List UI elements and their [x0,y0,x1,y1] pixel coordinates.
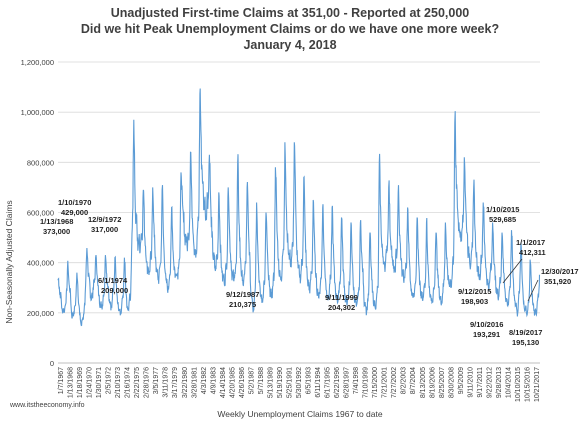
x-tick-label: 6/22/1996 [334,367,341,398]
x-tick-label: 7/4/1998 [353,367,360,394]
annotation-value: 412,311 [519,248,546,257]
annotation-date: 9/11/1999 [325,293,358,302]
x-tick-label: 2/22/1975 [134,367,141,398]
leader-line-2017 [527,279,539,302]
annotation-value: 529,685 [489,215,516,224]
annotation-value: 351,920 [544,277,571,286]
x-tick-label: 3/28/1981 [191,367,198,398]
annotation-date: 9/12/2015 [458,287,491,296]
x-tick-label: 7/27/2002 [391,367,398,398]
annotation-date: 1/13/1968 [40,217,73,226]
series-layer [57,88,541,327]
x-tick-label: 8/30/2008 [448,367,455,398]
x-tick-label: 5/25/1991 [286,367,293,398]
x-tick-label: 8/13/2005 [420,367,427,398]
x-tick-label: 5/30/1992 [296,367,303,398]
x-tick-label: 7/21/2001 [382,367,389,398]
x-tick-label: 8/25/2007 [439,367,446,398]
x-tick-label: 6/28/1997 [344,367,351,398]
gridlines [58,61,540,314]
annotation-value: 373,000 [43,227,70,236]
annotation-value: 204,302 [328,303,355,312]
chart-title-line-2: Did we hit Peak Unemployment Claims or d… [81,22,499,36]
annotation-value: 429,000 [61,208,88,217]
x-tick-label: 4/3/1982 [201,367,208,394]
x-tick-label: 5/7/1988 [258,367,265,394]
y-axis-label: Non-Seasonally Adjusted Claims [4,200,14,323]
y-tick-label: 0 [50,359,54,368]
x-tick-label: 9/11/2010 [467,367,474,398]
x-tick-label: 8/19/2006 [429,367,436,398]
x-tick-label: 8/2/2003 [401,367,408,394]
x-tick-label: 9/22/2012 [486,367,493,398]
source-text: www.itstheeconomy.info [9,402,85,409]
annotation-date: 8/19/2017 [509,328,542,337]
x-tick-label: 7/15/2000 [372,367,379,398]
x-tick-label: 1/30/1971 [96,367,103,398]
x-tick-label: 10/10/2015 [515,367,522,402]
x-tick-label: 3/22/1980 [182,367,189,398]
annotation-value: 193,291 [473,330,500,339]
annotation-value: 210,375 [229,300,256,309]
x-tick-label: 4/9/1983 [210,367,217,394]
x-tick-label: 8/7/2004 [410,367,417,394]
x-tick-label: 1/7/1967 [58,367,65,394]
y-tick-label: 600,000 [27,209,54,218]
x-tick-label: 7/10/1999 [363,367,370,398]
x-tick-label: 9/5/2009 [458,367,465,394]
x-tick-label: 6/17/1995 [325,367,332,398]
leader-line-2016 [502,258,523,284]
x-tick-label: 4/14/1984 [220,367,227,398]
x-tick-label: 2/5/1972 [106,367,113,394]
y-tick-label: 800,000 [27,158,54,167]
x-tick-label: 10/4/2014 [505,367,512,398]
y-tick-label: 1,200,000 [21,58,54,67]
annotation-value: 209,000 [101,286,128,295]
annotation-date: 1/1/2017 [516,238,545,247]
x-tick-label: 6/11/1994 [315,367,322,398]
annotation-date: 9/10/2016 [470,320,503,329]
x-axis-ticks: 1/7/1967 1/13/1968 1/18/1969 1/24/1970 1/30/… [58,367,541,402]
y-tick-label: 200,000 [27,309,54,318]
chart-title-line-3: January 4, 2018 [243,38,336,52]
x-tick-label: 6/5/1993 [306,367,313,394]
leader-lines [502,258,539,302]
x-tick-label: 5/2/1987 [248,367,255,394]
x-tick-label: 1/24/1970 [87,367,94,398]
y-tick-label: 1,000,000 [21,108,54,117]
annotation-date: 1/10/1970 [58,198,91,207]
x-tick-label: 5/19/1990 [277,367,284,398]
x-tick-label: 1/13/1968 [68,367,75,398]
x-tick-label: 9/28/2013 [496,367,503,398]
x-tick-label: 2/16/1974 [125,367,132,398]
x-tick-label: 2/10/1973 [115,367,122,398]
annotation-value: 317,000 [91,225,118,234]
y-tick-label: 400,000 [27,259,54,268]
x-tick-label: 9/17/2011 [477,367,484,398]
x-tick-label: 3/5/1977 [153,367,160,394]
x-tick-label: 4/26/1986 [239,367,246,398]
x-tick-label: 10/15/2016 [524,367,531,402]
annotation-value: 198,903 [461,297,488,306]
x-tick-label: 1/18/1969 [77,367,84,398]
annotation-date: 12/9/1972 [88,215,121,224]
x-tick-label: 3/17/1979 [172,367,179,398]
x-tick-label: 5/13/1989 [267,367,274,398]
x-tick-label: 3/11/1978 [163,367,170,398]
chart-title-line-1: Unadjusted First-time Claims at 351,00 -… [111,6,470,20]
annotation-date: 1/10/2015 [486,205,519,214]
claims-series-line [57,88,541,327]
x-tick-label: 10/21/2017 [534,367,541,402]
annotation-value: 195,130 [512,338,539,347]
annotation-date: 9/12/1987 [226,290,259,299]
annotation-date: 12/30/2017 [541,267,579,276]
x-axis-label: Weekly Unemployment Claims 1967 to date [217,409,382,419]
annotation-date: 6/1/1974 [98,276,128,285]
x-tick-label: 4/20/1985 [229,367,236,398]
y-axis-ticks: 0 200,000 400,000 600,000 800,000 1,000,000 1,… [21,58,54,368]
x-tick-label: 2/28/1976 [144,367,151,398]
